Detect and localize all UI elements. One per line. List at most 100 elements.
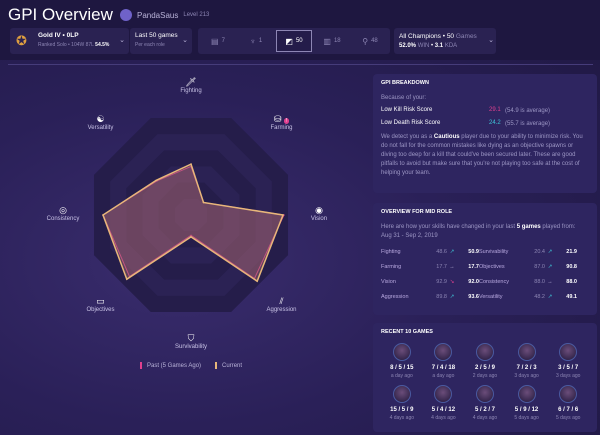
rank-winrate: 54.5% [95,42,110,48]
recent-game[interactable]: 3 / 5 / 7 3 days ago [547,343,589,379]
rank-tier: Gold IV • 0LP [38,32,79,39]
role-tab-support[interactable]: ⚲ 48 [352,30,388,52]
game-time: 3 days ago [555,373,581,379]
role-tab-bot[interactable]: ▥ 18 [314,30,350,52]
trend-up-icon: ↗ [547,264,553,270]
stat-old: 20.4 [534,249,545,255]
role-selector: ▤ 7 ♆ 1 ◩ 50 ▥ 18 ⚲ 48 [198,28,390,54]
champions-label: All Champions [399,33,441,40]
top-icon: ▤ [211,36,219,46]
trend-up-icon: ↗ [449,294,455,300]
recent-game[interactable]: 2 / 5 / 9 2 days ago [464,343,506,379]
recent-game[interactable]: 5 / 2 / 7 4 days ago [464,385,506,421]
stat-new: 88.0 [566,279,577,285]
stat-old: 48.2 [534,294,545,300]
champions-winrate: 52.0% [399,43,417,49]
chart-legend: Past (5 Games Ago) Current [140,362,242,369]
game-kda: 7 / 4 / 18 [431,365,456,371]
divider [8,64,593,65]
role-count: 1 [258,38,263,44]
role-tab-mid[interactable]: ◩ 50 [276,30,312,52]
recent-games-panel: RECENT 10 GAMES 8 / 5 / 15 a day ago 7 / 4… [373,323,597,432]
game-time: 3 days ago [514,373,539,379]
role-tab-top[interactable]: ▤ 7 [200,30,236,52]
recent-game[interactable]: 8 / 5 / 15 a day ago [381,343,423,379]
kda-word: KDA [444,43,458,49]
page-title: GPI Overview [8,5,113,24]
item-value: 24.2 [489,120,501,126]
fighting-icon: 🗡 [185,77,197,87]
recent-game[interactable]: 7 / 4 / 18 a day ago [423,343,465,379]
trend-up-icon: ↗ [547,249,553,255]
stat-old: 88.0 [534,279,545,285]
legend-swatch [215,362,218,369]
recent-game[interactable]: 7 / 2 / 3 3 days ago [506,343,548,379]
game-time: 5 days ago [514,415,539,421]
stat-name: Fighting [381,249,401,255]
axis-label-fighting: 🗡 Fighting [161,77,221,94]
panel-title: OVERVIEW FOR MID ROLE [381,209,453,215]
rank-selector[interactable]: ✪ Gold IV • 0LP Ranked Solo • 104W 87L 5… [10,28,129,54]
game-time: 4 days ago [389,415,415,421]
axis-label-consistency: ◎ Consistency [33,205,93,222]
game-time: a day ago [390,373,413,379]
trend-up-icon: ↗ [547,294,553,300]
versatility-icon: ☯ [96,114,105,125]
vision-icon: ◉ [315,205,323,215]
game-kda: 2 / 5 / 9 [474,365,495,371]
stat-new: 49.1 [566,294,577,300]
game-time: 4 days ago [431,415,456,421]
win-word: WIN [417,43,430,49]
chevron-down-icon: ⌄ [182,37,188,44]
item-label: Low Kill Risk Score [381,107,433,113]
bot-icon: ▥ [323,36,331,46]
user-info: PandaSaus Level 213 [120,9,209,21]
stat-name: Farming [381,264,402,270]
games-filter[interactable]: Last 50 games Per each role ⌄ [130,28,192,54]
breakdown-intro: Because of your: [381,95,427,101]
recent-game[interactable]: 5 / 4 / 12 4 days ago [423,385,465,421]
legend-label: Current [222,363,243,370]
role-tab-jungle[interactable]: ♆ 1 [238,30,274,52]
axis-label-vision: ◉ Vision [289,205,349,222]
radar-point [102,214,104,216]
survivability-icon: ⛉ [187,333,195,343]
recent-game[interactable]: 5 / 9 / 12 5 days ago [506,385,548,421]
game-time: 2 days ago [472,373,498,379]
axis-label-objectives: ▭ Objectives [70,296,130,313]
champion-icon [475,343,494,361]
user-level: Level 213 [183,12,210,18]
games-word: Games [455,33,477,40]
recent-game[interactable]: 15 / 5 / 9 4 days ago [381,385,423,421]
champion-filter[interactable]: All Champions • 50 Games 52.0% WIN • 3.1… [394,28,496,54]
radar-point [282,214,284,216]
recent-game[interactable]: 6 / 7 / 6 5 days ago [547,385,589,421]
breakdown-item: Low Kill Risk Score 29.1 (54.9 is average) [381,107,589,116]
legend-past[interactable]: Past (5 Games Ago) [140,362,201,369]
panel-title: RECENT 10 GAMES [381,329,433,335]
game-kda: 8 / 5 / 15 [390,365,414,371]
header-bar: GPI Overview PandaSaus Level 213 ✪ Gold I… [0,0,600,60]
stat-name: Objectives [479,264,505,270]
champion-icon [434,385,453,403]
stat-old: 48.6 [436,249,447,255]
username[interactable]: PandaSaus [137,10,179,20]
trend-eq-icon: → [449,264,455,270]
mid-icon: ◩ [285,36,293,46]
rank-queue: Ranked Solo • 104W 87L [38,42,94,48]
champion-icon [392,385,411,403]
date-range: Aug 31 - Sep 2, 2019 [381,233,438,239]
panel-title: GPI BREAKDOWN [381,80,429,86]
objectives-icon: ▭ [96,295,105,306]
stat-name: Versatility [479,294,503,300]
radar-point [256,280,258,282]
axis-label-aggression: ⫽ Aggression [252,296,312,313]
breakdown-item: Low Death Risk Score 24.2 (55.7 is average… [381,120,589,129]
role-count: 7 [221,38,225,44]
champion-icon [517,385,536,403]
filter-sub: Per each role [135,42,165,48]
stat-new: 92.0 [468,279,479,285]
legend-current[interactable]: Current [215,362,242,369]
stat-old: 87.0 [534,264,545,270]
game-kda: 3 / 5 / 7 [558,365,579,371]
